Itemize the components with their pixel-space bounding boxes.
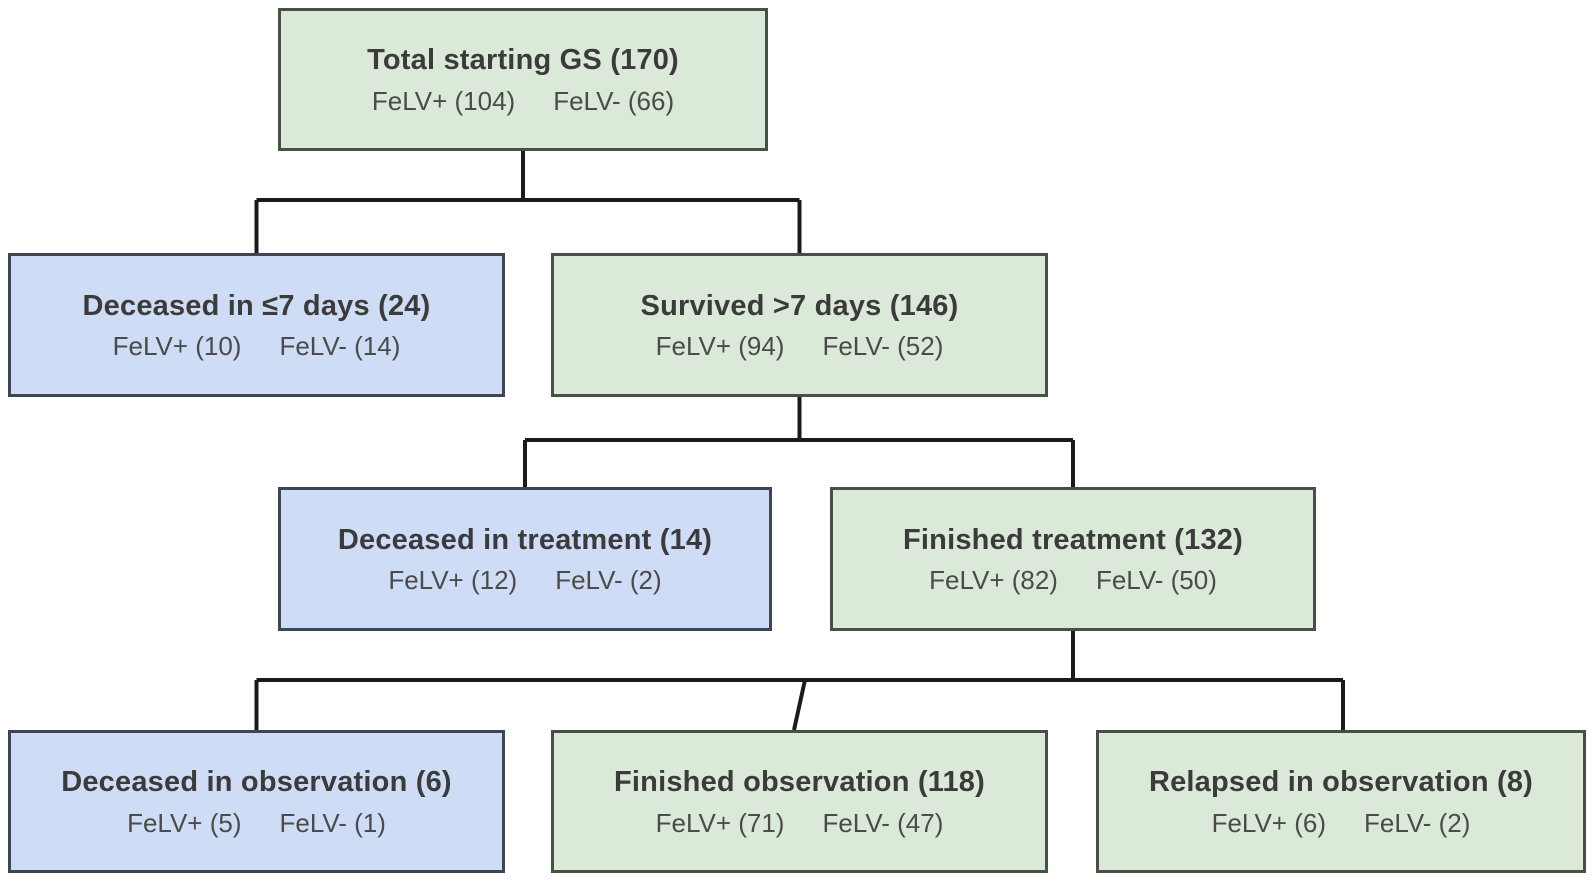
node-values: FeLV+ (10) FeLV- (14) xyxy=(113,331,401,362)
node-finished-observation: Finished observation (118) FeLV+ (71) Fe… xyxy=(551,730,1048,873)
node-title: Finished treatment (132) xyxy=(903,523,1243,556)
node-felv-negative: FeLV- (2) xyxy=(1363,807,1471,838)
node-felv-negative: FeLV- (52) xyxy=(822,331,944,362)
node-felv-negative: FeLV- (50) xyxy=(1095,565,1217,596)
node-felv-positive: FeLV+ (82) xyxy=(929,565,1058,596)
node-felv-negative: FeLV- (66) xyxy=(553,85,675,116)
node-felv-negative: FeLV- (47) xyxy=(822,807,944,838)
node-values: FeLV+ (6) FeLV- (2) xyxy=(1212,808,1471,839)
node-values: FeLV+ (5) FeLV- (1) xyxy=(127,808,386,839)
node-felv-positive: FeLV+ (94) xyxy=(655,331,785,362)
node-title: Deceased in ≤7 days (24) xyxy=(82,289,431,322)
node-deceased-in-observation: Deceased in observation (6) FeLV+ (5) Fe… xyxy=(8,730,505,873)
node-felv-positive: FeLV+ (5) xyxy=(127,807,242,838)
node-felv-negative: FeLV- (14) xyxy=(279,331,401,362)
node-felv-positive: FeLV+ (10) xyxy=(112,331,242,362)
node-felv-negative: FeLV- (1) xyxy=(279,807,386,838)
node-felv-positive: FeLV+ (104) xyxy=(371,85,516,116)
node-deceased-7-days: Deceased in ≤7 days (24) FeLV+ (10) FeLV… xyxy=(8,253,505,397)
node-title: Survived >7 days (146) xyxy=(640,289,959,322)
node-title: Relapsed in observation (8) xyxy=(1148,766,1534,799)
node-felv-positive: FeLV+ (12) xyxy=(388,565,518,596)
node-deceased-in-treatment: Deceased in treatment (14) FeLV+ (12) Fe… xyxy=(278,487,772,631)
node-values: FeLV+ (12) FeLV- (2) xyxy=(388,565,661,596)
node-finished-treatment: Finished treatment (132) FeLV+ (82) FeLV… xyxy=(830,487,1316,631)
node-title: Total starting GS (170) xyxy=(367,44,679,77)
node-felv-negative: FeLV- (2) xyxy=(555,565,662,596)
connector-drop-finished-obs xyxy=(792,679,807,731)
node-values: FeLV+ (71) FeLV- (47) xyxy=(656,808,944,839)
node-values: FeLV+ (82) FeLV- (50) xyxy=(929,565,1217,596)
node-values: FeLV+ (94) FeLV- (52) xyxy=(656,331,944,362)
node-total-starting-gs: Total starting GS (170) FeLV+ (104) FeLV… xyxy=(278,8,768,151)
node-title: Deceased in treatment (14) xyxy=(337,523,713,556)
node-felv-positive: FeLV+ (71) xyxy=(655,807,785,838)
node-survived-7-days: Survived >7 days (146) FeLV+ (94) FeLV- … xyxy=(551,253,1048,397)
node-relapsed-in-observation: Relapsed in observation (8) FeLV+ (6) Fe… xyxy=(1096,730,1586,873)
node-title: Deceased in observation (6) xyxy=(61,766,452,799)
node-title: Finished observation (118) xyxy=(613,766,985,799)
node-values: FeLV+ (104) FeLV- (66) xyxy=(372,86,674,117)
node-felv-positive: FeLV+ (6) xyxy=(1211,807,1326,838)
